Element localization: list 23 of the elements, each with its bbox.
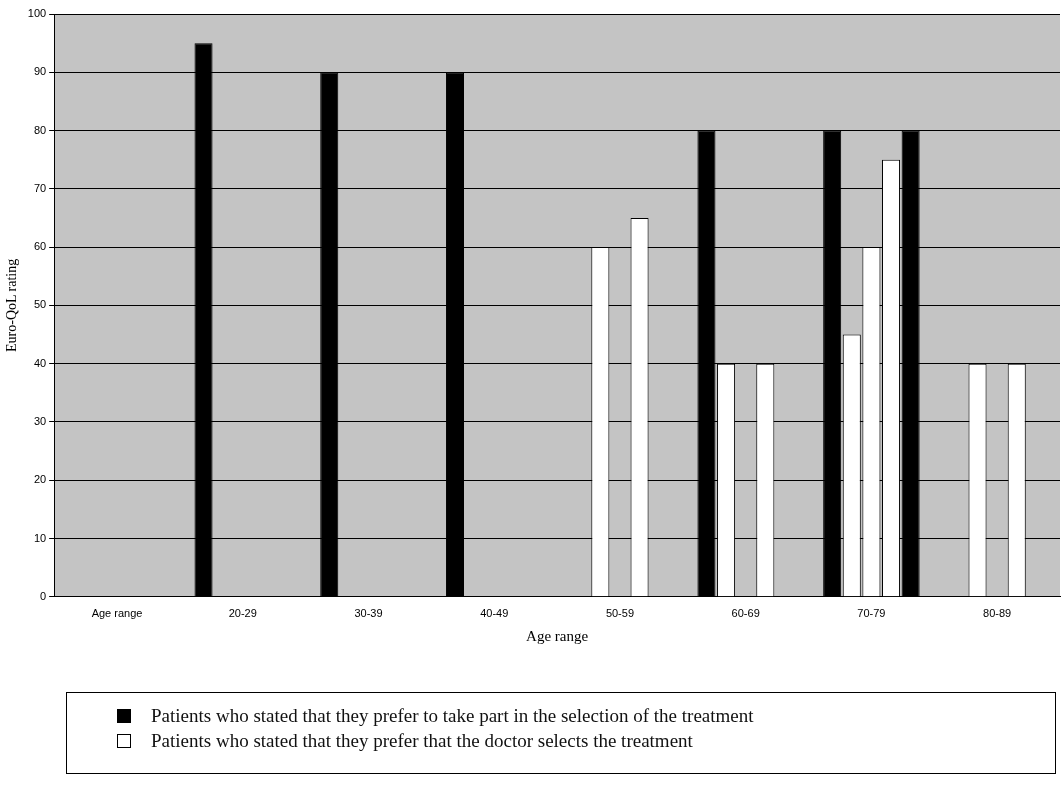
x-tick-label: 40-49 (480, 607, 509, 620)
y-axis-title: Euro-QoL rating (4, 258, 20, 352)
y-tick-label: 70 (33, 181, 47, 194)
x-tick-label: 50-59 (605, 607, 635, 620)
x-tick-label: 30-39 (354, 607, 383, 620)
x-tick-label: 80-89 (983, 607, 1012, 620)
y-tick-label: 0 (40, 589, 47, 602)
y-tick-label: 60 (33, 240, 47, 253)
x-tick-label: 20-29 (228, 607, 257, 620)
x-axis-title: Age range (526, 627, 589, 644)
y-tick-label: 100 (27, 7, 47, 20)
legend-label: Patients who stated that they prefer to take part in the selection of the treatment (151, 704, 754, 727)
y-tick-label: 10 (33, 531, 47, 544)
y-tick-label: 80 (33, 123, 47, 136)
y-tick-label: 90 (33, 65, 47, 78)
x-tick-label: 60-69 (731, 607, 760, 620)
y-tick-label: 30 (33, 414, 47, 427)
y-tick-label: 40 (33, 356, 47, 369)
y-tick-label: 50 (33, 298, 47, 311)
x-tick-label: 70-79 (857, 607, 886, 620)
x-tick-label: Age range (91, 607, 143, 620)
y-tick-label: 20 (33, 473, 47, 486)
legend-label: Patients who stated that they prefer that the doctor selects the treatment (151, 729, 693, 752)
